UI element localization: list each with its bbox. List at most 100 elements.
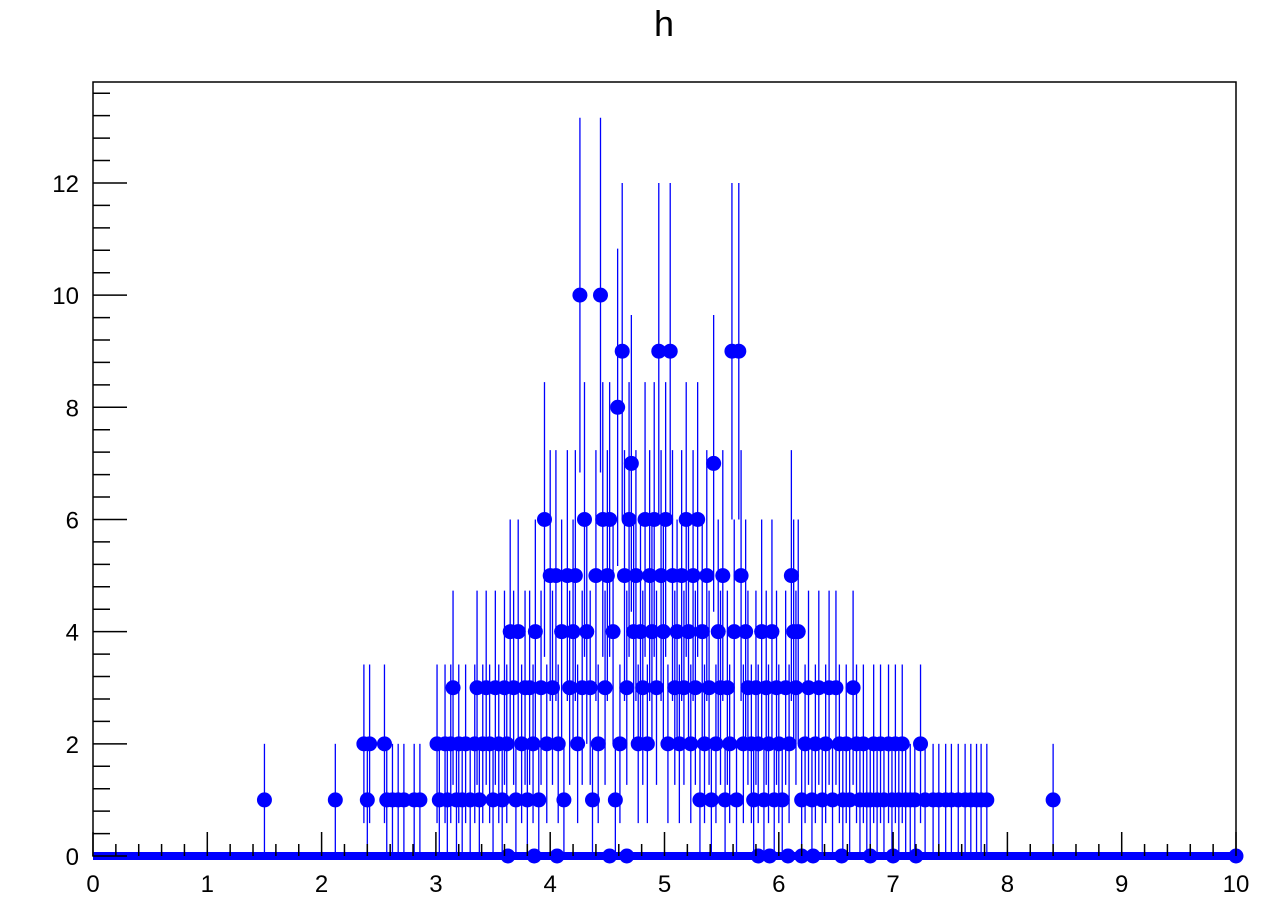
data-point — [801, 680, 817, 696]
data-point — [646, 511, 662, 527]
data-point — [607, 792, 623, 808]
data-point — [774, 792, 790, 808]
zero-bin-point — [619, 848, 635, 864]
data-point — [703, 792, 719, 808]
data-point — [632, 624, 648, 640]
data-point — [494, 792, 510, 808]
data-point — [726, 624, 742, 640]
zero-bin-point — [526, 848, 542, 864]
zero-bin-point — [834, 848, 850, 864]
data-point — [671, 736, 687, 752]
data-point — [612, 736, 628, 752]
data-point — [662, 343, 678, 359]
data-point — [590, 736, 606, 752]
zero-bins — [93, 848, 1244, 864]
data-point — [599, 568, 615, 584]
data-point — [658, 511, 674, 527]
data-point — [536, 511, 552, 527]
data-point — [845, 680, 861, 696]
x-tick-label: 6 — [772, 871, 785, 898]
data-point — [648, 680, 664, 696]
y-tick-label: 12 — [52, 171, 79, 198]
data-point — [748, 680, 764, 696]
data-point — [635, 680, 651, 696]
data-point — [597, 680, 613, 696]
data-point — [327, 792, 343, 808]
data-point — [651, 343, 667, 359]
data-point — [811, 680, 827, 696]
data-point — [764, 624, 780, 640]
data-point — [706, 455, 722, 471]
data-point — [508, 792, 524, 808]
data-point — [614, 343, 630, 359]
data-point — [639, 736, 655, 752]
data-point — [362, 736, 378, 752]
data-point — [781, 736, 797, 752]
data-point — [828, 680, 844, 696]
data-point — [554, 624, 570, 640]
data-point — [572, 287, 588, 303]
data-point — [550, 736, 566, 752]
data-point — [855, 736, 871, 752]
data-point — [376, 736, 392, 752]
data-point — [729, 792, 745, 808]
data-point — [628, 568, 644, 584]
data-point — [531, 792, 547, 808]
data-point — [733, 568, 749, 584]
data-point — [913, 736, 929, 752]
zero-bin-point — [500, 848, 516, 864]
data-point — [683, 736, 699, 752]
data-point — [359, 792, 375, 808]
data-point — [674, 568, 690, 584]
data-point — [519, 792, 535, 808]
data-point — [804, 792, 820, 808]
data-point — [565, 624, 581, 640]
data-point — [471, 792, 487, 808]
data-point — [556, 792, 572, 808]
data-point — [699, 568, 715, 584]
data-point — [825, 792, 841, 808]
data-point — [579, 624, 595, 640]
y-tick-label: 10 — [52, 283, 79, 310]
data-point — [506, 680, 522, 696]
data-point — [576, 511, 592, 527]
data-point — [794, 792, 810, 808]
data-point — [722, 736, 738, 752]
data-point — [687, 680, 703, 696]
data-point — [783, 568, 799, 584]
x-tick-label: 4 — [544, 871, 557, 898]
data-point — [445, 680, 461, 696]
data-point — [396, 792, 412, 808]
zero-bin-point — [549, 848, 565, 864]
y-axis: 0 2 4 6 8 10 12 — [52, 92, 127, 871]
data-point — [750, 736, 766, 752]
data-point — [610, 399, 626, 415]
data-point — [894, 736, 910, 752]
data-point — [582, 680, 598, 696]
data-point — [681, 624, 697, 640]
data-point — [788, 680, 804, 696]
data-point — [756, 792, 772, 808]
data-point — [761, 736, 777, 752]
data-point — [778, 680, 794, 696]
data-point — [669, 624, 685, 640]
data-point — [692, 792, 708, 808]
data-point — [605, 624, 621, 640]
data-point — [797, 736, 813, 752]
data-point — [644, 624, 660, 640]
data-point — [570, 736, 586, 752]
data-point — [592, 287, 608, 303]
data-point — [690, 511, 706, 527]
y-tick-label: 6 — [66, 507, 79, 534]
data-point — [567, 568, 583, 584]
data-point — [710, 624, 726, 640]
data-point — [584, 792, 600, 808]
x-tick-label: 1 — [201, 871, 214, 898]
zero-bin-point — [762, 848, 778, 864]
data-point — [907, 792, 923, 808]
data-point — [514, 736, 530, 752]
data-point — [708, 736, 724, 752]
data-point — [814, 792, 830, 808]
data-point — [715, 568, 731, 584]
data-point — [731, 343, 747, 359]
